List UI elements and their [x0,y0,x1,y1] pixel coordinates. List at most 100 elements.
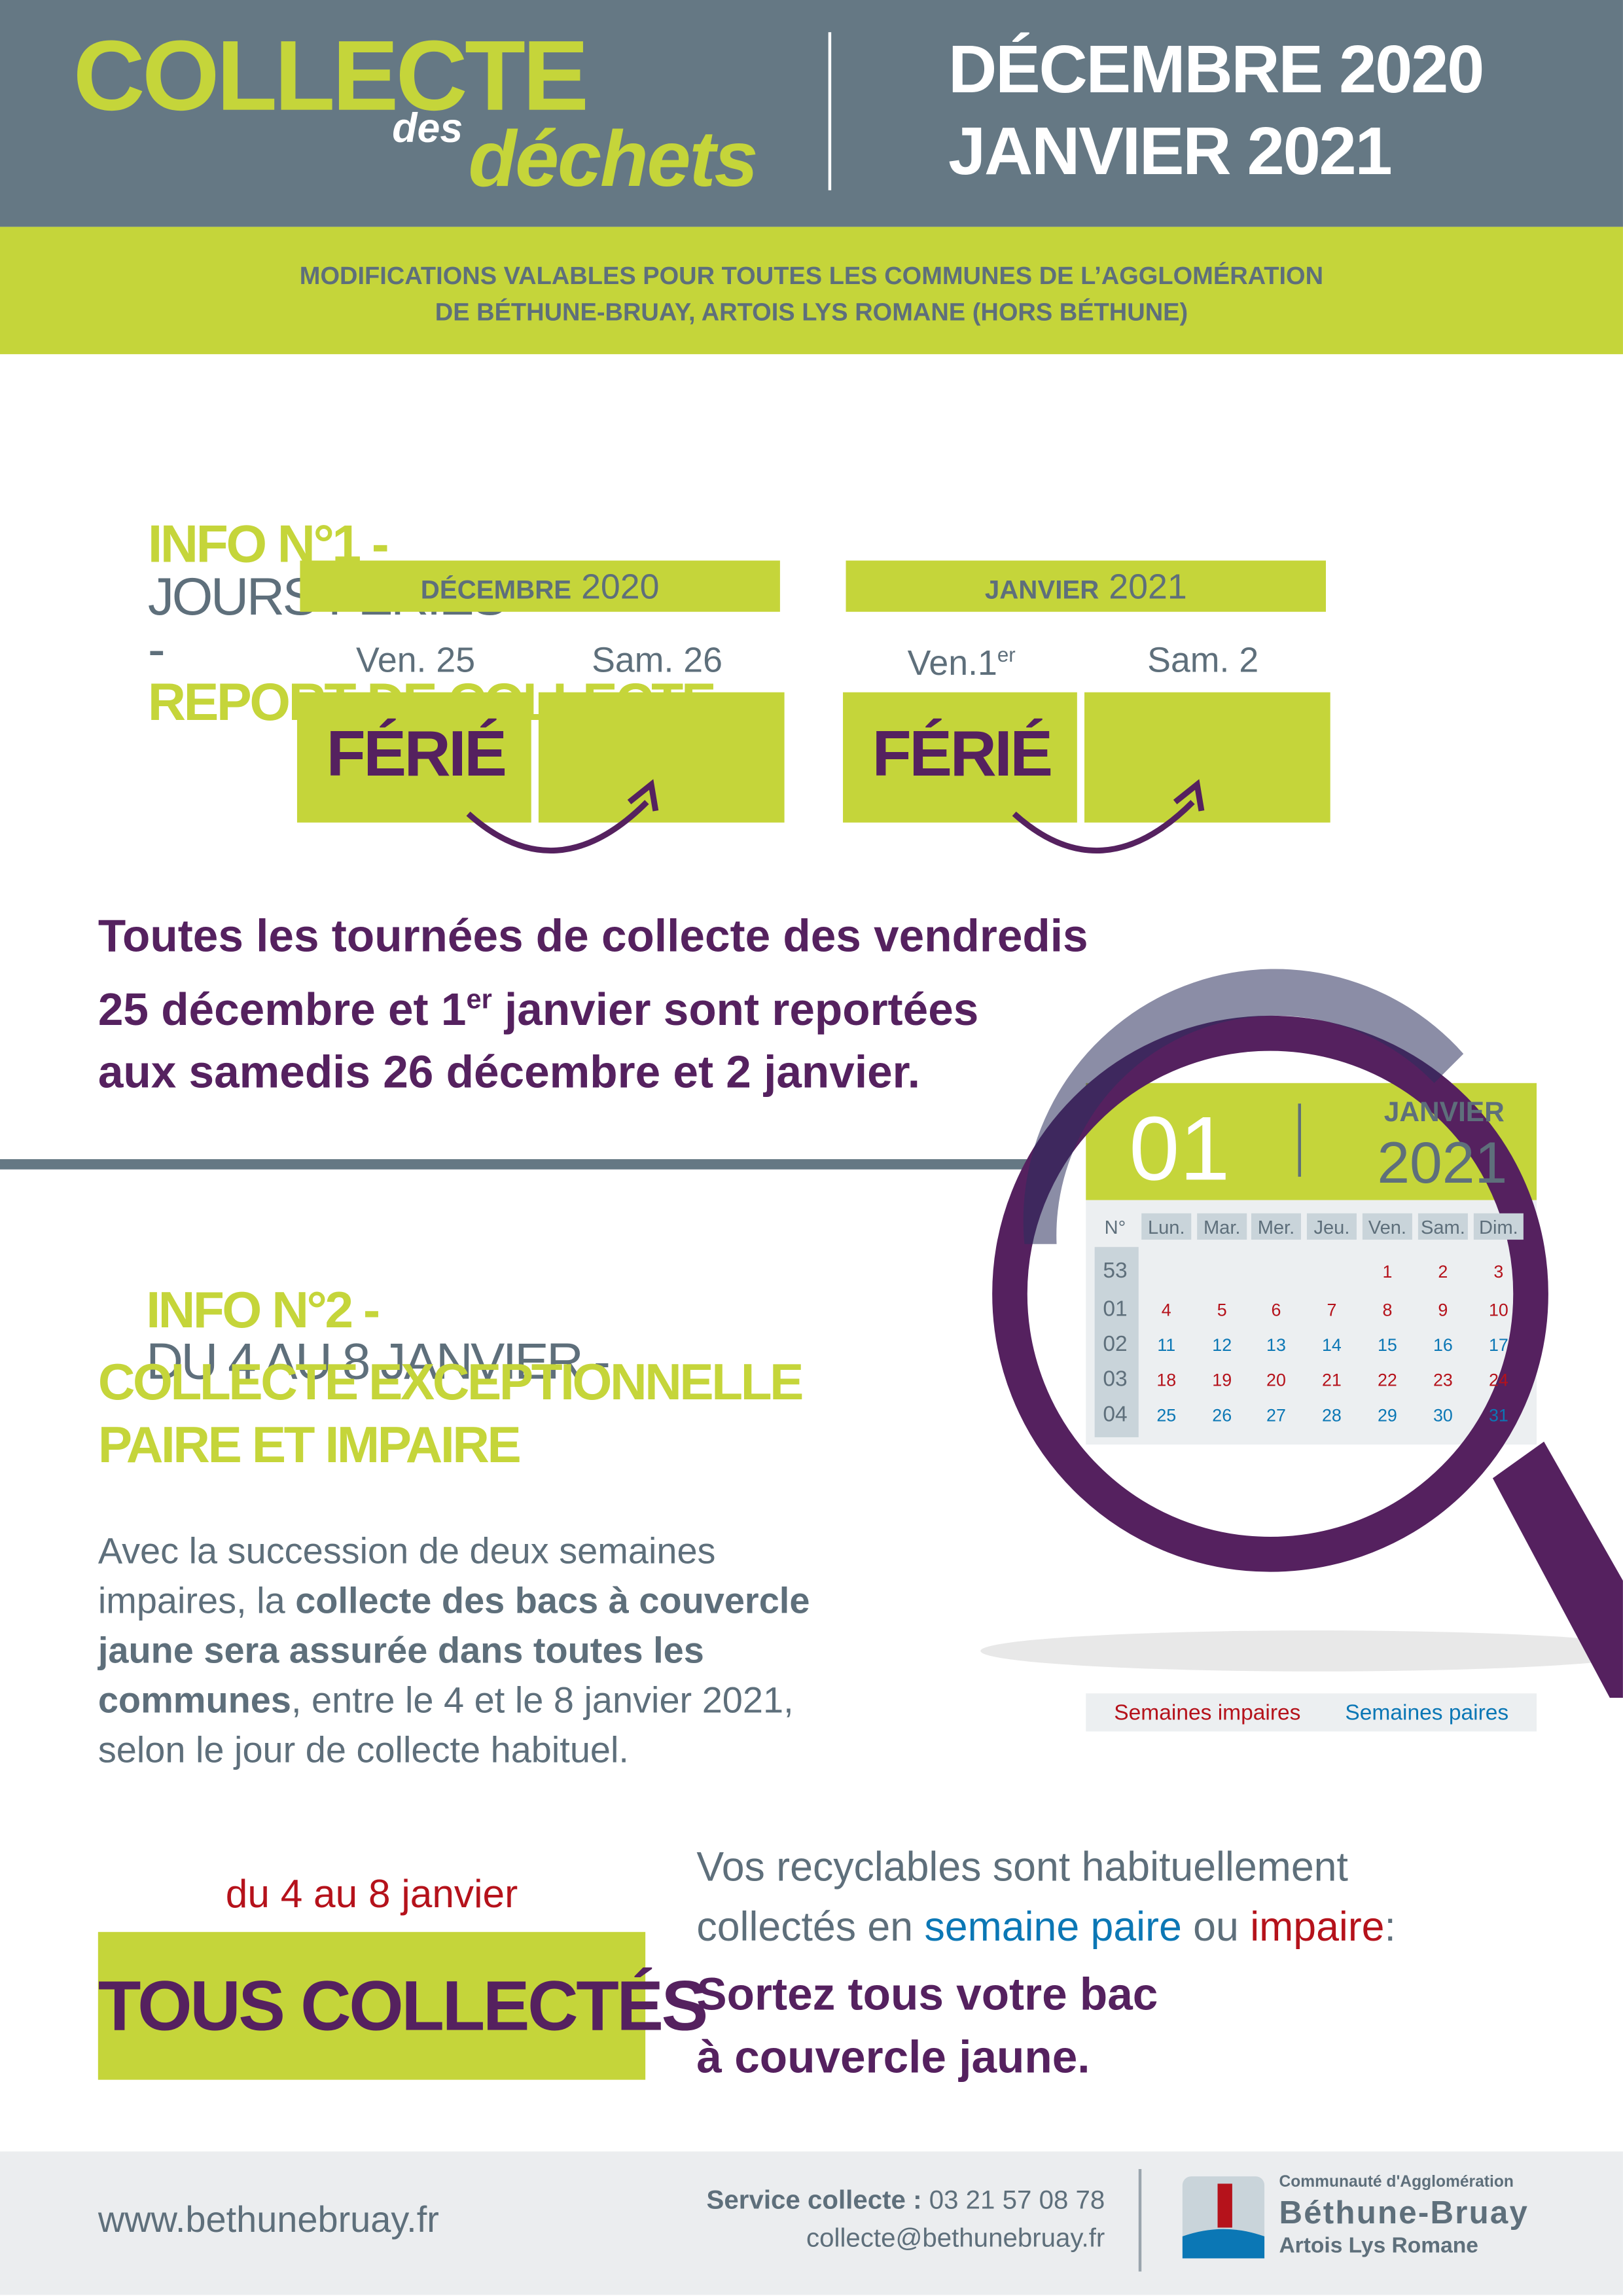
day: 5 [1217,1300,1227,1319]
text-line: jaune sera assurée dans toutes les [98,1626,810,1676]
day-label: Sam. 26 [540,641,774,681]
day: 18 [1156,1371,1176,1390]
banner-line: DE BÉTHUNE-BRUAY, ARTOIS LYS ROMANE (HOR… [435,298,1188,327]
info2-title: INFO N°2 - DU 4 AU 8 JANVIER - [98,1234,610,1439]
day: 21 [1322,1371,1342,1390]
summary-dates: du 4 au 8 janvier [225,1872,518,1916]
day: 28 [1322,1405,1342,1425]
text-segment: janvier sont reportées [491,984,979,1035]
weekday: Jeu. [1313,1217,1349,1238]
badge-box [98,1931,646,2080]
day-box [296,692,531,823]
year: 2021 [1109,567,1187,608]
title: COLLECTE [73,20,589,132]
day: 3 [1493,1262,1503,1282]
day: Ven. 25 [356,641,476,681]
website: www.bethunebruay.fr [98,2200,439,2241]
year: 2021 [1377,1130,1507,1195]
period-1: DÉCEMBRE 2020 [948,30,1484,107]
month: JANVIER [984,575,1099,605]
footer [0,2151,1623,2295]
legend-box [1086,1693,1537,1732]
info2-headline: PAIRE ET IMPAIRE [98,1416,522,1474]
day: 16 [1433,1335,1453,1355]
email: collecte@bethunebruay.fr [806,2223,1105,2253]
text-line: communes, entre le 4 et le 8 janvier 202… [98,1676,810,1725]
weekday: Dim. [1479,1217,1518,1238]
lens-ring [992,1015,1548,1572]
day-box [843,692,1077,823]
day: 25 [1156,1405,1176,1425]
text-segment: Vos recyclables sont habituellement [696,1844,1348,1890]
day-label: Ven. 25 [298,641,533,681]
day: Sam. 2 [1147,641,1259,681]
header-divider [828,32,832,190]
text-line: impaires, la collecte des bacs à couverc… [98,1576,810,1626]
lens-glare [1023,969,1464,1244]
text-segment: collecte des bacs à couvercle [295,1581,810,1622]
text-segment: semaine paire [924,1904,1182,1950]
day: 22 [1378,1371,1397,1390]
info2-paragraph: Avec la succession de deux semaines impai… [98,1526,810,1775]
reminder: Vos recyclables sont habituellement colle… [696,1837,1395,1956]
info2-headline: COLLECTE EXCEPTIONNELLE [98,1354,804,1411]
day: 19 [1212,1371,1232,1390]
logo-line: Artois Lys Romane [1279,2233,1478,2259]
arrow-head [627,779,659,812]
text-line: Avec la succession de deux semaines [98,1526,810,1576]
day: 11 [1157,1335,1175,1355]
text-segment: ou [1181,1904,1251,1950]
arrow [1012,800,1195,853]
day-box [538,692,785,823]
text-line: collectés en semaine paire ou impaire: [696,1897,1395,1957]
weekday: Mar. [1204,1217,1241,1238]
day: 7 [1327,1300,1336,1319]
section-divider [0,1159,1054,1170]
banner [0,226,1623,355]
holiday: FÉRIÉ [326,718,507,791]
month-title: DÉCEMBRE 2020 [298,567,781,608]
month: DÉCEMBRE [420,575,572,605]
banner-line: MODIFICATIONS VALABLES POUR TOUTES LES C… [299,262,1324,290]
day: 30 [1433,1405,1453,1425]
year: 2020 [581,567,660,608]
footer-divider [1138,2169,1142,2272]
holiday: FÉRIÉ [872,718,1053,791]
text-segment: Avec la succession de deux semaines [98,1531,716,1572]
badge: TOUS COLLECTÉS [98,1968,708,2047]
weekday-cell [1418,1213,1468,1240]
month-bar [846,560,1326,612]
text-segment: communes [98,1680,291,1721]
weekday-cell [1251,1213,1301,1240]
day: Sam. 26 [592,641,722,681]
week-number: 04 [1103,1402,1127,1426]
text-segment: Toutes les tournées de collecte des vend… [98,910,1088,962]
month-number: 01 [1129,1098,1230,1199]
text-segment: aux samedis 26 décembre et 2 janvier. [98,1047,921,1098]
day: 13 [1266,1335,1286,1355]
week-header: N° [1105,1217,1126,1238]
text-segment: jaune sera assurée dans toutes les [98,1630,704,1672]
day: 1 [1382,1262,1392,1282]
week-number: 02 [1103,1332,1127,1356]
day-label: Sam. 2 [1086,641,1320,681]
day: 17 [1489,1335,1508,1355]
title-small: des [392,105,463,151]
weekday-cell [1473,1213,1524,1240]
week-column [1094,1247,1139,1437]
title-italic: déchets [468,115,758,204]
action: à couvercle jaune. [696,2031,1090,2083]
action: Sortez tous votre bac [696,1968,1158,2020]
day: 12 [1212,1335,1232,1355]
arrow [466,800,649,853]
text-segment: impaire [1250,1904,1385,1950]
weekday-cell [1197,1213,1247,1240]
text-segment: selon le jour de collecte habituel. [98,1730,629,1771]
day: 23 [1433,1371,1453,1390]
day: 14 [1322,1335,1342,1355]
text-line: Vos recyclables sont habituellement [696,1837,1395,1897]
text-segment: , entre le 4 et le 8 janvier 2021, [291,1680,794,1721]
info1-text: Toutes les tournées de collecte des vend… [98,905,1088,1104]
